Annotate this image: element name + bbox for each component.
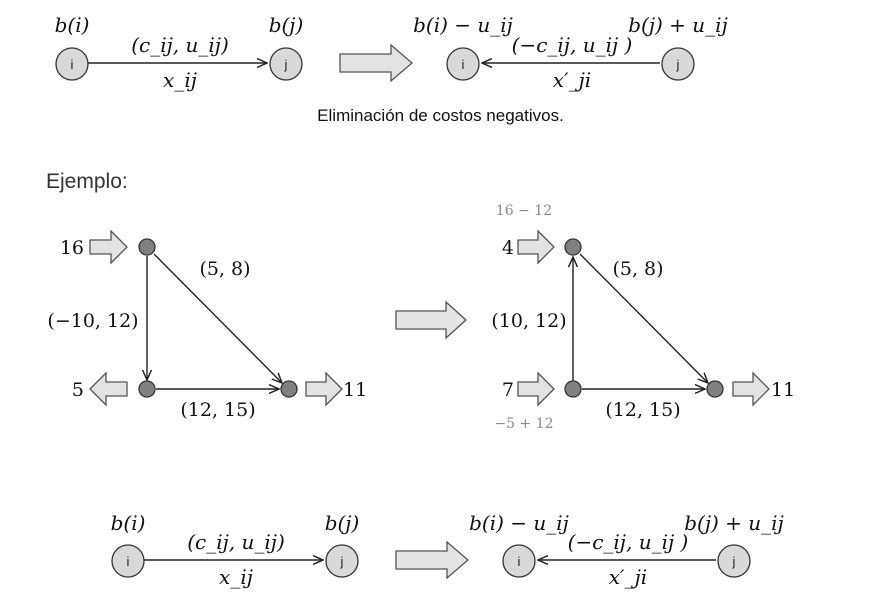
supply-b-i-minus-u: b(i) − u_ij bbox=[469, 511, 569, 535]
node-right bbox=[280, 380, 298, 398]
transform-arrow bbox=[395, 300, 467, 340]
arc-flow: x_ij bbox=[219, 565, 253, 589]
supply-b-j-plus-u: b(j) + u_ij bbox=[684, 511, 784, 535]
arc-flow: x_ij bbox=[163, 68, 197, 92]
node-j bbox=[717, 544, 751, 578]
supply-bottom-left-value: 7 bbox=[502, 379, 514, 401]
supply-b-i: b(i) bbox=[111, 511, 146, 535]
arc-diagonal-label: (5, 8) bbox=[612, 258, 663, 280]
example-left-graph: 16 5 11 (5, 8) (−10, 12) (12, 15) bbox=[47, 229, 367, 421]
transform-arrow bbox=[339, 43, 413, 83]
supply-top-value: 16 bbox=[60, 237, 84, 259]
arc-diagonal bbox=[579, 253, 708, 383]
example-right-graph: 16 − 12 4 7 −5 + 12 11 (5, 8) (10, 12) (… bbox=[491, 203, 795, 432]
supply-b-j: b(j) bbox=[269, 13, 304, 37]
top-transform: i j b(i) b(j) (c_ij, u_ij) x_ij i j b(i)… bbox=[55, 13, 728, 92]
top-right-graph: i j b(i) − u_ij b(j) + u_ij (−c_ij, u_ij… bbox=[413, 13, 728, 92]
supply-in-arrow bbox=[89, 229, 128, 265]
node-i-label: i bbox=[462, 57, 465, 72]
node-j-label: j bbox=[340, 554, 344, 569]
supply-b-j-plus-u: b(j) + u_ij bbox=[628, 13, 728, 37]
arc-neg-cost-capacity: (−c_ij, u_ij ) bbox=[568, 530, 689, 554]
node-bottom-left bbox=[138, 380, 156, 398]
demand-out-arrow bbox=[305, 371, 343, 407]
supply-top-value: 4 bbox=[502, 237, 514, 259]
node-i bbox=[502, 544, 536, 578]
arc-reverse-flow: x′_ji bbox=[553, 68, 591, 92]
node-j-label: j bbox=[676, 57, 680, 72]
node-j-label: j bbox=[732, 554, 736, 569]
node-i-label: i bbox=[518, 554, 521, 569]
node-j bbox=[325, 544, 359, 578]
supply-b-i-minus-u: b(i) − u_ij bbox=[413, 13, 513, 37]
node-j-label: j bbox=[284, 57, 288, 72]
supply-right-value: 11 bbox=[771, 379, 795, 401]
arc-neg-cost-capacity: (−c_ij, u_ij ) bbox=[512, 33, 633, 57]
example-heading: Ejemplo: bbox=[46, 170, 128, 193]
node-top bbox=[138, 238, 156, 256]
arc-vertical-label: (10, 12) bbox=[491, 310, 566, 332]
arc-horizontal-label: (12, 15) bbox=[605, 399, 680, 421]
supply-top-calculation: 16 − 12 bbox=[496, 203, 552, 219]
supply-bottom-calculation: −5 + 12 bbox=[494, 416, 553, 432]
arc-cost-capacity: (c_ij, u_ij) bbox=[187, 530, 285, 554]
bottom-transform: i j b(i) b(j) (c_ij, u_ij) x_ij i j b(i)… bbox=[111, 511, 784, 589]
arc-diagonal-label: (5, 8) bbox=[199, 258, 250, 280]
supply-right-value: 11 bbox=[343, 379, 367, 401]
arc-horizontal-label: (12, 15) bbox=[180, 399, 255, 421]
node-j bbox=[269, 47, 303, 81]
supply-in-arrow bbox=[517, 229, 555, 265]
node-i bbox=[111, 544, 145, 578]
node-top bbox=[564, 238, 582, 256]
node-bottom-left bbox=[564, 380, 582, 398]
node-i-label: i bbox=[71, 57, 74, 72]
demand-out-arrow bbox=[89, 371, 128, 407]
transform-arrow bbox=[395, 540, 469, 580]
figure-caption: Eliminación de costos negativos. bbox=[317, 106, 564, 125]
node-j bbox=[661, 47, 695, 81]
arc-diagonal bbox=[153, 253, 282, 383]
node-right bbox=[706, 380, 724, 398]
node-i bbox=[446, 47, 480, 81]
bottom-left-graph: i j b(i) b(j) (c_ij, u_ij) x_ij bbox=[111, 511, 360, 589]
demand-out-arrow bbox=[732, 371, 770, 407]
arc-cost-capacity: (c_ij, u_ij) bbox=[131, 33, 229, 57]
supply-in-arrow bbox=[517, 371, 555, 407]
node-i-label: i bbox=[127, 554, 130, 569]
supply-bottom-left-value: 5 bbox=[72, 379, 84, 401]
node-i bbox=[55, 47, 89, 81]
bottom-right-graph: i j b(i) − u_ij b(j) + u_ij (−c_ij, u_ij… bbox=[469, 511, 784, 589]
supply-b-i: b(i) bbox=[55, 13, 90, 37]
top-left-graph: i j b(i) b(j) (c_ij, u_ij) x_ij bbox=[55, 13, 304, 92]
supply-b-j: b(j) bbox=[325, 511, 360, 535]
arc-reverse-flow: x′_ji bbox=[609, 565, 647, 589]
arc-vertical-label: (−10, 12) bbox=[47, 310, 138, 332]
